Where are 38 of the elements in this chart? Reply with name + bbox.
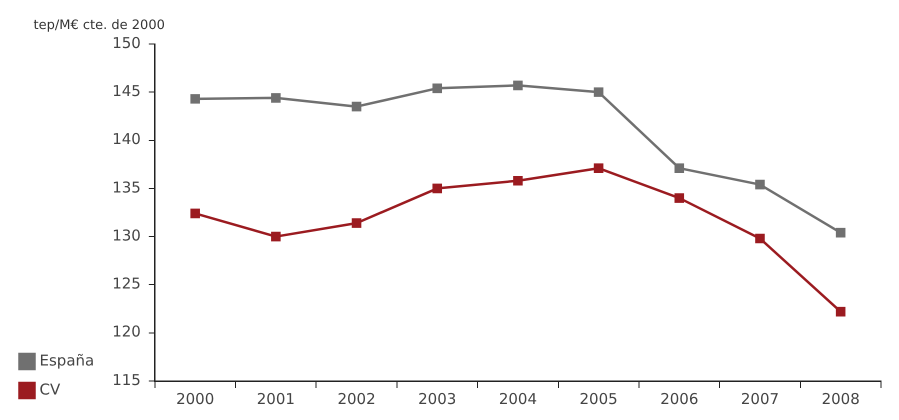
x-tick-label: 2005 bbox=[580, 390, 618, 408]
point bbox=[594, 163, 604, 173]
legend-label: CV bbox=[40, 380, 61, 398]
y-axis-title: tep/M€ cte. de 2000 bbox=[34, 18, 165, 33]
point bbox=[432, 84, 442, 94]
point bbox=[190, 94, 200, 104]
point bbox=[352, 218, 362, 228]
y-tick-label: 125 bbox=[112, 274, 141, 293]
x-tick-label: 2002 bbox=[337, 390, 376, 408]
x-tick-label: 2000 bbox=[176, 390, 214, 408]
y-tick-label: 115 bbox=[112, 370, 141, 389]
point bbox=[271, 93, 281, 103]
point bbox=[513, 80, 523, 90]
point bbox=[513, 176, 523, 186]
point bbox=[352, 102, 362, 112]
x-tick-label: 2001 bbox=[256, 390, 295, 408]
point bbox=[755, 180, 765, 190]
point bbox=[836, 228, 846, 238]
y-tick-label: 150 bbox=[112, 34, 141, 52]
y-tick-label: 145 bbox=[112, 82, 141, 100]
x-tick-label: 2003 bbox=[418, 390, 456, 408]
point bbox=[432, 184, 442, 194]
point bbox=[755, 234, 765, 244]
x-tick-label: 2004 bbox=[498, 390, 538, 408]
y-tick-label: 120 bbox=[112, 322, 141, 341]
point bbox=[271, 232, 281, 242]
legend-label: España bbox=[40, 351, 94, 370]
y-tick-label: 130 bbox=[112, 226, 141, 244]
point bbox=[594, 87, 604, 97]
y-tick-label: 140 bbox=[112, 130, 141, 148]
point bbox=[674, 163, 684, 173]
x-tick-label: 2007 bbox=[740, 390, 780, 408]
point bbox=[674, 193, 684, 203]
point bbox=[836, 306, 846, 316]
y-tick-label: 135 bbox=[112, 178, 141, 196]
point bbox=[190, 208, 200, 218]
x-tick-label: 2008 bbox=[822, 390, 860, 408]
x-tick-label: 2006 bbox=[660, 390, 698, 408]
